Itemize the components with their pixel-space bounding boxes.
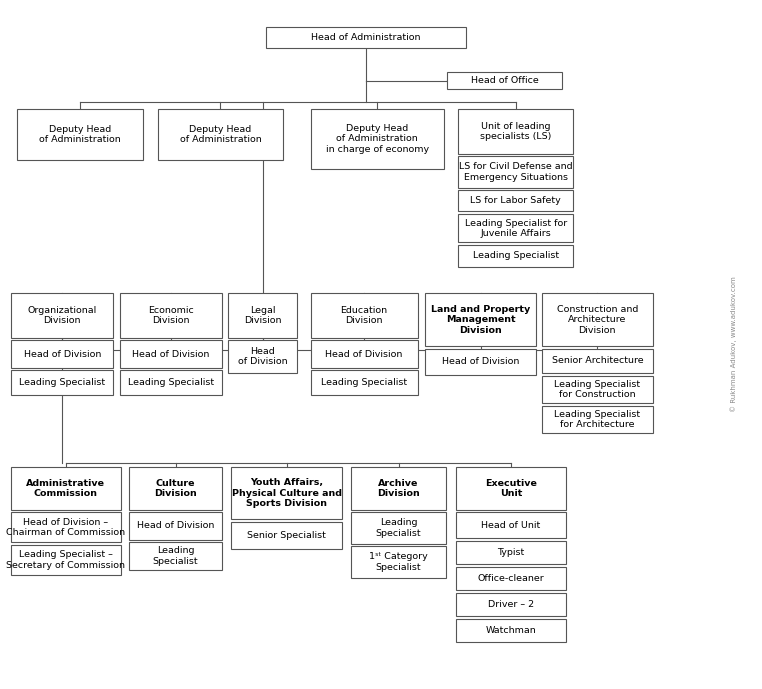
- FancyBboxPatch shape: [11, 340, 114, 368]
- Text: Education
Division: Education Division: [341, 306, 388, 325]
- FancyBboxPatch shape: [11, 513, 120, 542]
- Text: Watchman: Watchman: [485, 626, 536, 635]
- Text: Leading Specialist
for Architecture: Leading Specialist for Architecture: [554, 410, 640, 429]
- FancyBboxPatch shape: [425, 294, 536, 346]
- FancyBboxPatch shape: [311, 109, 443, 169]
- Text: Head of Administration: Head of Administration: [311, 33, 421, 42]
- Text: LS for Labor Safety: LS for Labor Safety: [470, 196, 561, 205]
- Text: 1ˢᵗ Category
Specialist: 1ˢᵗ Category Specialist: [369, 553, 428, 572]
- Text: Executive
Unit: Executive Unit: [485, 479, 536, 498]
- Text: Head of Division: Head of Division: [137, 522, 214, 531]
- FancyBboxPatch shape: [456, 567, 565, 590]
- FancyBboxPatch shape: [425, 349, 536, 376]
- FancyBboxPatch shape: [447, 72, 562, 89]
- Text: Archive
Division: Archive Division: [377, 479, 420, 498]
- FancyBboxPatch shape: [228, 294, 297, 338]
- FancyBboxPatch shape: [120, 294, 222, 338]
- FancyBboxPatch shape: [11, 371, 114, 395]
- FancyBboxPatch shape: [120, 340, 222, 368]
- Text: © Rukhman Adukov, www.adukov.com: © Rukhman Adukov, www.adukov.com: [730, 276, 737, 413]
- FancyBboxPatch shape: [542, 406, 653, 433]
- FancyBboxPatch shape: [120, 371, 222, 395]
- FancyBboxPatch shape: [456, 619, 565, 642]
- Text: Leading Specialist: Leading Specialist: [19, 378, 105, 387]
- Text: Deputy Head
of Administration: Deputy Head of Administration: [180, 125, 261, 145]
- FancyBboxPatch shape: [456, 541, 565, 564]
- FancyBboxPatch shape: [351, 467, 446, 510]
- Text: Unit of leading
specialists (LS): Unit of leading specialists (LS): [480, 122, 552, 141]
- FancyBboxPatch shape: [158, 109, 283, 161]
- FancyBboxPatch shape: [459, 214, 573, 243]
- Text: Head of Division: Head of Division: [325, 349, 403, 358]
- Text: Legal
Division: Legal Division: [244, 306, 281, 325]
- Text: Typist: Typist: [498, 548, 524, 557]
- FancyBboxPatch shape: [11, 467, 120, 510]
- Text: Leading Specialist for
Juvenile Affairs: Leading Specialist for Juvenile Affairs: [465, 218, 567, 238]
- FancyBboxPatch shape: [130, 513, 222, 539]
- Text: Head of Unit: Head of Unit: [482, 521, 540, 530]
- FancyBboxPatch shape: [130, 467, 222, 510]
- Text: Head of Office: Head of Office: [471, 76, 539, 85]
- Text: Land and Property
Management
Division: Land and Property Management Division: [431, 305, 530, 334]
- FancyBboxPatch shape: [11, 294, 114, 338]
- FancyBboxPatch shape: [542, 349, 653, 373]
- Text: Head of Division –
Chairman of Commission: Head of Division – Chairman of Commissio…: [6, 517, 126, 537]
- Text: Economic
Division: Economic Division: [148, 306, 194, 325]
- Text: Deputy Head
of Administration
in charge of economy: Deputy Head of Administration in charge …: [325, 124, 429, 154]
- Text: Administrative
Commission: Administrative Commission: [27, 479, 105, 498]
- FancyBboxPatch shape: [459, 109, 573, 154]
- FancyBboxPatch shape: [459, 190, 573, 212]
- FancyBboxPatch shape: [228, 340, 297, 373]
- Text: Leading Specialist: Leading Specialist: [128, 378, 214, 387]
- Text: Youth Affairs,
Physical Culture and
Sports Division: Youth Affairs, Physical Culture and Spor…: [232, 478, 342, 508]
- Text: Leading
Specialist: Leading Specialist: [153, 546, 198, 566]
- Text: Head of Division: Head of Division: [132, 349, 210, 358]
- FancyBboxPatch shape: [459, 245, 573, 267]
- Text: LS for Civil Defense and
Emergency Situations: LS for Civil Defense and Emergency Situa…: [459, 162, 572, 182]
- Text: Leading Specialist: Leading Specialist: [321, 378, 407, 387]
- FancyBboxPatch shape: [266, 28, 466, 48]
- Text: Head of Division: Head of Division: [24, 349, 101, 358]
- Text: Senior Specialist: Senior Specialist: [248, 531, 326, 540]
- Text: Head of Division: Head of Division: [442, 358, 519, 367]
- FancyBboxPatch shape: [456, 513, 565, 538]
- FancyBboxPatch shape: [459, 156, 573, 187]
- FancyBboxPatch shape: [456, 467, 565, 510]
- Text: Senior Architecture: Senior Architecture: [552, 356, 643, 365]
- FancyBboxPatch shape: [542, 294, 653, 346]
- FancyBboxPatch shape: [232, 522, 342, 549]
- FancyBboxPatch shape: [17, 109, 142, 161]
- Text: Leading Specialist: Leading Specialist: [472, 251, 559, 260]
- Text: Head
of Division: Head of Division: [238, 347, 287, 367]
- FancyBboxPatch shape: [351, 513, 446, 544]
- Text: Office-cleaner: Office-cleaner: [478, 574, 544, 583]
- Text: Leading Specialist –
Secretary of Commission: Leading Specialist – Secretary of Commis…: [6, 551, 126, 570]
- FancyBboxPatch shape: [232, 467, 342, 519]
- FancyBboxPatch shape: [311, 294, 418, 338]
- Text: Culture
Division: Culture Division: [154, 479, 197, 498]
- Text: Deputy Head
of Administration: Deputy Head of Administration: [39, 125, 121, 145]
- FancyBboxPatch shape: [311, 340, 418, 368]
- FancyBboxPatch shape: [11, 545, 120, 575]
- Text: Organizational
Division: Organizational Division: [27, 306, 97, 325]
- Text: Construction and
Architecture
Division: Construction and Architecture Division: [557, 305, 638, 334]
- FancyBboxPatch shape: [130, 542, 222, 570]
- FancyBboxPatch shape: [351, 546, 446, 578]
- FancyBboxPatch shape: [542, 376, 653, 403]
- Text: Driver – 2: Driver – 2: [488, 600, 534, 609]
- FancyBboxPatch shape: [311, 371, 418, 395]
- Text: Leading
Specialist: Leading Specialist: [376, 518, 421, 537]
- FancyBboxPatch shape: [456, 593, 565, 616]
- Text: Leading Specialist
for Construction: Leading Specialist for Construction: [554, 380, 640, 399]
